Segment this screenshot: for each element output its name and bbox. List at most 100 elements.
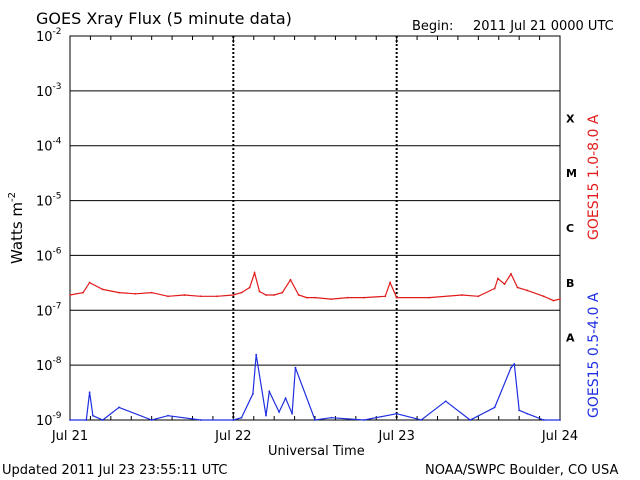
y-tick-label--9: 10-9 bbox=[36, 411, 62, 429]
series-point bbox=[278, 411, 280, 413]
flare-class-C: C bbox=[566, 222, 574, 235]
series-point bbox=[493, 287, 496, 290]
series-point bbox=[255, 353, 258, 356]
series-point bbox=[85, 419, 88, 421]
series-point bbox=[516, 286, 519, 289]
series-point bbox=[552, 299, 555, 302]
series-point bbox=[363, 419, 365, 421]
series-point bbox=[461, 294, 463, 296]
y-tick-base: 10 bbox=[36, 414, 53, 429]
series-point bbox=[101, 419, 104, 421]
series-point bbox=[69, 294, 71, 296]
series-point bbox=[389, 281, 392, 284]
y-tick-base: 10 bbox=[36, 30, 53, 45]
series-point bbox=[240, 416, 243, 419]
series-point bbox=[289, 278, 292, 281]
series-point bbox=[346, 296, 349, 299]
source-credit: NOAA/SWPC Boulder, CO USA bbox=[425, 463, 618, 478]
series-point bbox=[199, 295, 202, 298]
x-axis-label: Universal Time bbox=[268, 444, 365, 459]
series-point bbox=[395, 412, 398, 415]
flare-class-B: B bbox=[566, 277, 574, 290]
series-point bbox=[240, 291, 243, 294]
series-point bbox=[330, 416, 333, 419]
y-tick-label--3: 10-3 bbox=[36, 82, 62, 100]
series-point bbox=[248, 286, 251, 289]
series-point bbox=[183, 294, 186, 296]
y-tick-exponent: -5 bbox=[53, 192, 62, 202]
series-point bbox=[444, 400, 447, 403]
series-point bbox=[69, 419, 71, 421]
y-tick-base: 10 bbox=[36, 359, 53, 374]
series-point bbox=[314, 419, 316, 421]
series-point bbox=[253, 272, 256, 274]
series-point bbox=[281, 291, 284, 294]
series-point bbox=[526, 412, 529, 415]
y-tick-label--7: 10-7 bbox=[36, 301, 62, 319]
begin-label: Begin: bbox=[412, 19, 453, 34]
series-point bbox=[497, 277, 499, 280]
y-tick-base: 10 bbox=[36, 140, 53, 155]
series-point bbox=[510, 273, 512, 275]
series-point bbox=[559, 419, 561, 421]
series-point bbox=[268, 390, 271, 393]
y-tick-base: 10 bbox=[36, 195, 53, 210]
series-point bbox=[291, 412, 294, 415]
series-point bbox=[265, 294, 267, 296]
y-tick-base: 10 bbox=[36, 85, 53, 100]
series-point bbox=[420, 419, 423, 421]
y-tick-exponent: -3 bbox=[53, 82, 62, 92]
series-point bbox=[265, 414, 267, 417]
series-point bbox=[167, 295, 169, 298]
series-point bbox=[199, 419, 202, 421]
series-label-short: GOES15 0.5-4.0 A bbox=[586, 292, 602, 418]
y-tick-label--2: 10-2 bbox=[36, 27, 62, 45]
series-point bbox=[273, 294, 276, 296]
series-point bbox=[252, 392, 254, 395]
y-tick-base: 10 bbox=[36, 304, 53, 319]
y-axis-label-text: Watts m bbox=[8, 202, 26, 264]
series-point bbox=[477, 295, 480, 298]
series-point bbox=[216, 295, 218, 298]
series-point bbox=[428, 296, 431, 299]
y-tick-exponent: -4 bbox=[53, 137, 62, 147]
series-point bbox=[118, 291, 120, 294]
x-tick-label-3: Jul 24 bbox=[541, 429, 578, 444]
series-point bbox=[118, 406, 120, 409]
series-point bbox=[542, 419, 545, 421]
series-point bbox=[513, 363, 516, 365]
series-point bbox=[297, 294, 300, 296]
series-point bbox=[294, 366, 297, 369]
y-tick-base: 10 bbox=[36, 249, 53, 264]
y-tick-exponent: -6 bbox=[53, 246, 62, 256]
y-tick-label--4: 10-4 bbox=[36, 137, 62, 155]
flare-class-A: A bbox=[566, 332, 575, 345]
series-point bbox=[232, 294, 235, 296]
series-point bbox=[150, 291, 153, 294]
y-tick-label--8: 10-8 bbox=[36, 356, 62, 374]
series-point bbox=[82, 291, 84, 294]
chart-title: GOES Xray Flux (5 minute data) bbox=[36, 9, 292, 28]
y-axis-label: Watts m-2 bbox=[7, 192, 26, 264]
series-point bbox=[314, 296, 316, 299]
series-point bbox=[284, 397, 287, 400]
y-tick-exponent: -8 bbox=[53, 356, 62, 366]
series-point bbox=[305, 296, 308, 299]
flare-class-X: X bbox=[566, 112, 575, 125]
series-point bbox=[363, 296, 365, 299]
series-point bbox=[150, 419, 153, 421]
series-point bbox=[542, 295, 545, 298]
series-point bbox=[88, 391, 91, 394]
series-label-long: GOES15 1.0-8.0 A bbox=[586, 114, 602, 240]
series-point bbox=[526, 289, 529, 292]
updated-text: Updated 2011 Jul 23 23:55:11 UTC bbox=[2, 463, 227, 478]
x-tick-label-1: Jul 22 bbox=[214, 429, 251, 444]
series-point bbox=[101, 288, 104, 291]
series-point bbox=[88, 281, 91, 284]
series-point bbox=[330, 298, 333, 300]
series-point bbox=[493, 406, 496, 409]
series-point bbox=[91, 414, 94, 417]
series-point bbox=[559, 298, 561, 300]
